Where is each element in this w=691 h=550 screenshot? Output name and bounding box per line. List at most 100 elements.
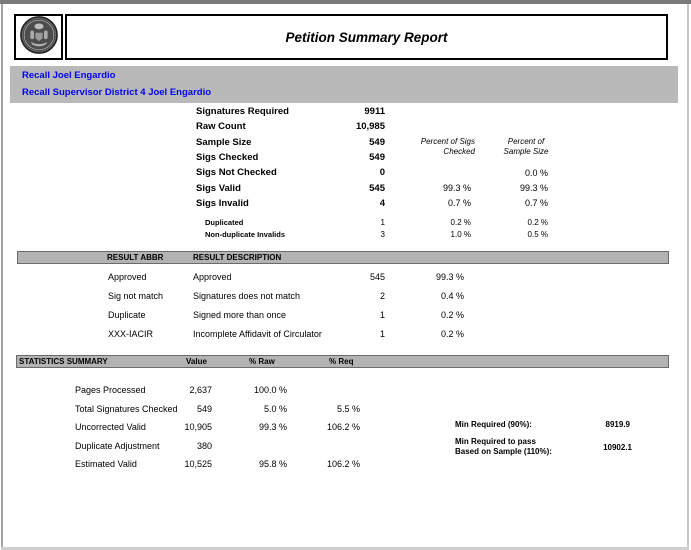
table-row: Non-duplicate Invalids 3 1.0 % 0.5 % (196, 229, 548, 241)
result-description: Incomplete Affidavit of Circulator (193, 329, 322, 339)
table-row: Sig not match Signatures does not match … (0, 288, 691, 307)
table-row: Sample Size 549 (196, 135, 548, 150)
col-header-result-description: RESULT DESCRIPTION (193, 253, 282, 262)
row-pct-checked: 0.2 % (450, 218, 471, 228)
result-pct: 0.2 % (440, 329, 464, 339)
table-row: Approved Approved 545 99.3 % (0, 269, 691, 288)
stat-raw-pct: 100.0 % (253, 385, 287, 395)
row-pct-sample: 0.5 % (527, 229, 548, 239)
page-title: Petition Summary Report (285, 29, 448, 45)
col-header-value: Value (186, 357, 207, 366)
table-row: Sigs Invalid 4 0.7 % 0.7 % (196, 196, 548, 211)
row-label: Duplicated (205, 218, 244, 228)
result-table: Approved Approved 545 99.3 % Sig not mat… (0, 269, 691, 345)
result-abbr: Duplicate (108, 310, 146, 320)
row-label: Sample Size (196, 136, 252, 148)
row-label: Sigs Valid (196, 182, 241, 194)
col-header-percent-sample-size: Percent of Sample Size (503, 137, 549, 156)
row-value: 549 (369, 152, 385, 164)
row-label: Sigs Invalid (196, 197, 249, 209)
col-header-result-abbr: RESULT ABBR (107, 253, 164, 262)
row-pct-sample: 99.3 % (519, 183, 548, 194)
result-count: 545 (369, 272, 385, 282)
petition-link-full[interactable]: Recall Supervisor District 4 Joel Engard… (22, 87, 212, 98)
row-label: Signatures Required (196, 106, 289, 118)
stat-value: 10,525 (184, 459, 212, 469)
table-row: Raw Count 10,985 (196, 119, 548, 134)
stat-raw-pct: 99.3 % (258, 422, 287, 432)
row-value: 3 (380, 229, 385, 239)
col-header-req: % Req (329, 357, 354, 366)
col-header-percent-sigs-checked: Percent of Sigs Checked (420, 137, 475, 156)
min-required-value: 8919.9 (605, 420, 630, 429)
table-row: Signatures Required 9911 (196, 104, 548, 119)
table-row: Total Signatures Checked 549 5.0 % 5.5 % (0, 404, 691, 423)
stat-label: Total Signatures Checked (75, 403, 178, 414)
table-row: Sigs Checked 549 (196, 150, 548, 165)
statistics-table: Pages Processed 2,637 100.0 % Total Sign… (0, 385, 691, 478)
min-pass-value: 10902.1 (603, 443, 632, 452)
table-row: Pages Processed 2,637 100.0 % (0, 385, 691, 404)
stat-value: 2,637 (189, 385, 212, 395)
row-pct-checked: 1.0 % (450, 229, 471, 239)
result-description: Signed more than once (193, 310, 287, 320)
seal-box (14, 14, 63, 60)
table-row: Uncorrected Valid 10,905 99.3 % 106.2 % (0, 422, 691, 441)
page-top-edge (0, 0, 691, 4)
table-row: Sigs Not Checked 0 0.0 % (196, 165, 548, 180)
row-label: Sigs Not Checked (196, 167, 277, 179)
stat-value: 380 (196, 440, 212, 451)
result-count: 2 (379, 291, 385, 301)
stat-label: Estimated Valid (75, 459, 137, 469)
stat-label: Pages Processed (75, 385, 146, 395)
stat-req-pct: 106.2 % (326, 459, 360, 469)
result-count: 1 (379, 310, 385, 320)
result-abbr: Approved (108, 272, 147, 282)
min-pass-label-line2: Based on Sample (110%): (455, 447, 552, 456)
stat-raw-pct: 5.0 % (263, 403, 287, 414)
row-value: 1 (380, 218, 385, 228)
row-pct-checked: 99.3 % (442, 183, 471, 194)
result-description: Signatures does not match (193, 291, 301, 301)
signature-summary-table: Signatures Required 9911 Raw Count 10,98… (196, 104, 548, 211)
row-pct-checked: 0.7 % (447, 198, 471, 209)
page-left-edge (1, 4, 3, 550)
row-value: 9911 (364, 106, 385, 118)
result-pct: 0.4 % (440, 291, 464, 301)
stat-raw-pct: 95.8 % (258, 459, 287, 469)
row-pct-sample: 0.7 % (524, 198, 548, 209)
page-right-edge (687, 4, 689, 550)
row-value: 549 (369, 136, 385, 148)
page-bottom-edge (1, 547, 689, 550)
table-row: XXX-IACIR Incomplete Affidavit of Circul… (0, 326, 691, 345)
result-count: 1 (379, 329, 385, 339)
min-pass-label-line1: Min Required to pass (455, 437, 536, 446)
stat-label: Uncorrected Valid (75, 422, 146, 432)
petition-band: Recall Joel Engardio Recall Supervisor D… (10, 66, 678, 103)
table-row: Duplicate Adjustment 380 (0, 441, 691, 460)
result-pct: 99.3 % (435, 272, 464, 282)
col-header-raw: % Raw (249, 357, 275, 366)
table-row: Duplicated 1 0.2 % 0.2 % (196, 217, 548, 229)
row-pct-sample: 0.0 % (524, 167, 548, 178)
petition-link-short[interactable]: Recall Joel Engardio (22, 70, 116, 81)
stat-req-pct: 106.2 % (326, 422, 360, 432)
statistics-header-title: STATISTICS SUMMARY (19, 357, 108, 366)
result-description: Approved (193, 272, 232, 282)
row-value: 545 (369, 182, 385, 194)
row-pct-sample: 0.2 % (527, 218, 548, 228)
stat-label: Duplicate Adjustment (75, 440, 160, 451)
table-row: Sigs Valid 545 99.3 % 99.3 % (196, 180, 548, 195)
table-row: Estimated Valid 10,525 95.8 % 106.2 % (0, 459, 691, 478)
invalid-breakdown-rows: Duplicated 1 0.2 % 0.2 % Non-duplicate I… (196, 217, 548, 240)
result-abbr: XXX-IACIR (108, 329, 154, 339)
table-row: Duplicate Signed more than once 1 0.2 % (0, 307, 691, 326)
statistics-section-header-bar: STATISTICS SUMMARY Value % Raw % Req (16, 355, 669, 368)
row-value: 4 (379, 197, 385, 209)
row-value: 10,985 (355, 121, 385, 133)
row-label: Non-duplicate Invalids (205, 229, 286, 239)
result-pct: 0.2 % (440, 310, 464, 320)
row-label: Sigs Checked (196, 152, 259, 164)
row-label: Raw Count (196, 121, 246, 133)
city-seal-icon (19, 15, 59, 60)
